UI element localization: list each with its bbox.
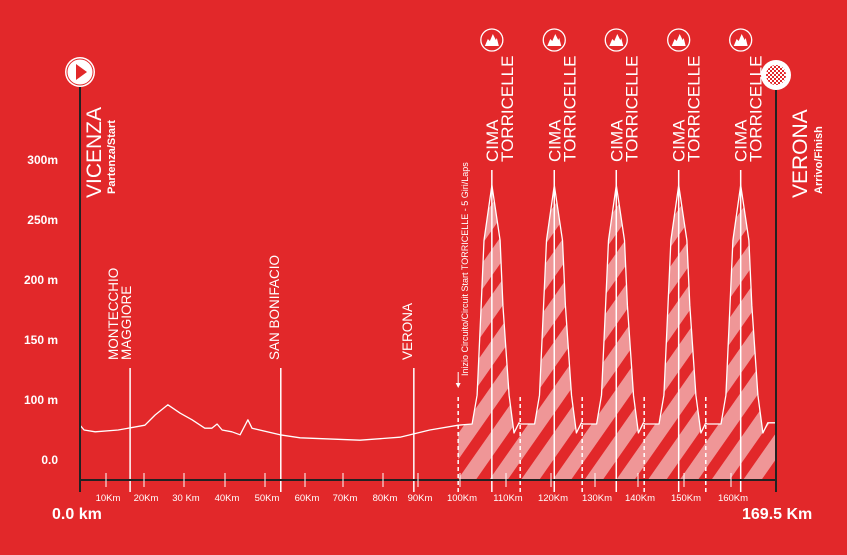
mountain-icon — [733, 34, 748, 46]
x-tick-label: 80Km — [373, 493, 398, 504]
x-tick-label: 60Km — [295, 493, 320, 504]
circuit-start-label: Inizio Circuito/Circuit Start TORRICELLE… — [460, 162, 470, 376]
y-tick-label: 300m — [27, 153, 58, 167]
mountain-icon — [484, 34, 499, 46]
x-tick-label: 120Km — [538, 493, 568, 504]
x-tick-label: 160Km — [718, 493, 748, 504]
town-label: SAN BONIFACIO — [267, 255, 282, 360]
town-label: MAGGIORE — [119, 286, 134, 360]
climb-label-line1: CIMA — [670, 119, 689, 162]
x-tick-label: 110Km — [493, 493, 522, 504]
mountain-icon-ring — [604, 28, 628, 52]
climb-label-line1: CIMA — [483, 119, 502, 162]
climb-label-line2: TORRICELLE — [685, 56, 704, 162]
climb-label-line2: TORRICELLE — [560, 56, 579, 162]
finish-sub-label: Arrivo/Finish — [813, 126, 825, 194]
start-icon-ring — [66, 58, 94, 86]
x-tick-label: 70Km — [333, 493, 358, 504]
x-tick-label: 140Km — [625, 493, 655, 504]
x-tick-label: 40Km — [215, 493, 240, 504]
y-tick-label: 100 m — [24, 393, 58, 407]
climb-label-line2: TORRICELLE — [747, 56, 766, 162]
arrow-down-icon — [455, 383, 461, 388]
start-sub-label: Partenza/Start — [106, 120, 118, 194]
x-tick-label: 20Km — [134, 493, 159, 504]
play-icon — [76, 64, 87, 80]
x-tick-label: 30 Km — [172, 493, 200, 504]
x-tick-label: 130Km — [582, 493, 612, 504]
climb-label-line1: CIMA — [545, 119, 564, 162]
x-tick-label: 100Km — [447, 493, 477, 504]
climb-label-line1: CIMA — [607, 119, 626, 162]
mountain-icon-ring — [542, 28, 566, 52]
town-label: MONTECCHIO — [106, 268, 121, 360]
x-tick-label: 50Km — [255, 493, 280, 504]
finish-distance-label: 169.5 Km — [742, 506, 812, 523]
town-label: VERONA — [400, 303, 415, 360]
finish-town-label: VERONA — [789, 109, 812, 198]
start-distance-label: 0.0 km — [52, 506, 102, 523]
climb-label-line2: TORRICELLE — [622, 56, 641, 162]
mountain-icon — [547, 34, 562, 46]
x-tick-label: 90Km — [408, 493, 433, 504]
y-tick-label: 0.0 — [41, 453, 58, 467]
checkered-flag-icon — [766, 65, 786, 85]
x-tick-label: 10Km — [96, 493, 121, 504]
climb-label-line1: CIMA — [732, 119, 751, 162]
mountain-icon-ring — [480, 28, 504, 52]
mountain-icon-ring — [667, 28, 691, 52]
x-tick-label: 150Km — [671, 493, 701, 504]
y-tick-label: 150 m — [24, 333, 58, 347]
start-town-label: VICENZA — [83, 107, 106, 198]
y-tick-label: 250m — [27, 213, 58, 227]
mountain-icon — [671, 34, 686, 46]
mountain-icon — [609, 34, 624, 46]
mountain-icon-ring — [729, 28, 753, 52]
climb-label-line2: TORRICELLE — [498, 56, 517, 162]
y-tick-label: 200 m — [24, 273, 58, 287]
elevation-profile-line — [79, 184, 776, 441]
